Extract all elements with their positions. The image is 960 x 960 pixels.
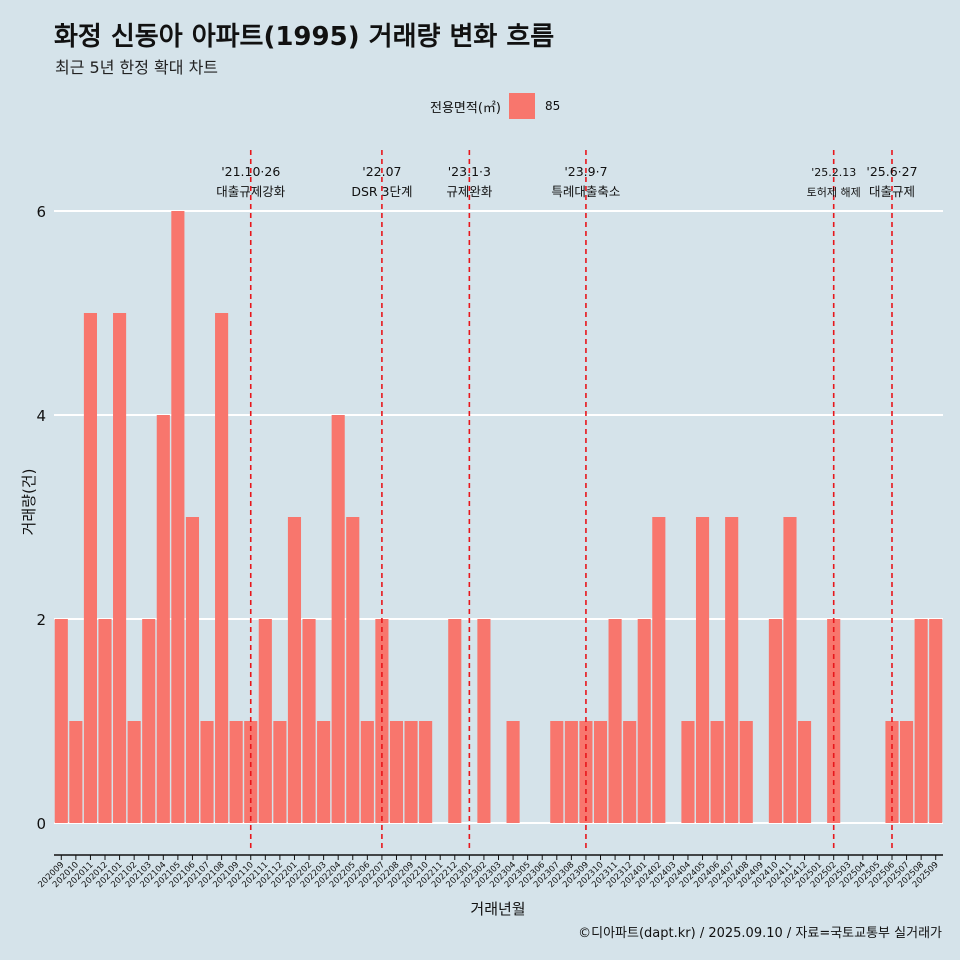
bar-202202 [302, 619, 316, 823]
x-axis-label: 거래년월 [470, 900, 525, 918]
bar-202203 [317, 721, 331, 823]
annotation-label: 대출규제 [869, 184, 915, 199]
bar-202401 [637, 619, 651, 823]
bar-202107 [200, 721, 214, 823]
legend: 전용면적(㎡) 85 [430, 93, 560, 119]
bar-202112 [273, 721, 287, 823]
bar-202104 [156, 415, 170, 823]
chart-title: 화정 신동아 아파트(1995) 거래량 변화 흐름 [54, 22, 555, 52]
bar-202404 [681, 721, 695, 823]
bar-202412 [797, 721, 812, 823]
bar-202509 [929, 619, 943, 823]
annotation-date: '22.07 [362, 164, 401, 179]
annotation-date: '23.9·7 [564, 164, 607, 179]
bar-202208 [389, 721, 404, 823]
legend-title: 전용면적(㎡) [430, 100, 501, 116]
bar-202311 [608, 619, 622, 823]
bar-202410 [768, 619, 782, 823]
bar-202011 [83, 313, 97, 823]
bar-202102 [127, 721, 141, 823]
bar-202411 [783, 517, 797, 823]
y-tick-label: 6 [36, 203, 46, 221]
bar-202408 [739, 721, 753, 823]
annotation-date: '25.2.13 [811, 166, 856, 179]
y-axis-label: 거래량(건) [20, 469, 38, 536]
annotation-date: '25.6·27 [866, 164, 917, 179]
chart-subtitle: 최근 5년 한정 확대 차트 [55, 58, 219, 77]
bar-202210 [419, 721, 433, 823]
bar-202101 [113, 313, 127, 823]
legend-key-85 [508, 93, 535, 119]
bar-202406 [710, 721, 724, 823]
bar-202009 [54, 619, 68, 823]
credit-text: ©디아파트(dapt.kr) / 2025.09.10 / 자료=국토교통부 실… [578, 926, 942, 941]
bar-202111 [258, 619, 272, 823]
bar-202312 [623, 721, 637, 823]
bar-202405 [695, 517, 710, 823]
y-tick-label: 4 [36, 407, 46, 425]
annotation-date: '21.10·26 [221, 164, 280, 179]
bar-202508 [914, 619, 928, 823]
bar-202105 [171, 211, 185, 823]
bar-202407 [725, 517, 739, 823]
bar-202103 [142, 619, 156, 823]
bar-202106 [185, 517, 200, 823]
bar-202201 [287, 517, 302, 823]
annotation-label: 토허제 해제 [807, 185, 861, 199]
bar-202206 [360, 721, 374, 823]
bar-202212 [448, 619, 462, 823]
bar-202402 [652, 517, 666, 823]
annotation-date: '23.1·3 [448, 164, 491, 179]
bar-202507 [900, 721, 914, 823]
bar-202304 [506, 721, 520, 823]
bar-202209 [404, 721, 418, 823]
bar-202012 [98, 619, 112, 823]
bar-202308 [564, 721, 578, 823]
y-tick-label: 0 [36, 815, 46, 833]
bar-202302 [477, 619, 491, 823]
bar-202310 [593, 721, 608, 823]
annotation-label: 규제완화 [446, 184, 493, 199]
bar-202307 [550, 721, 564, 823]
bar-202204 [331, 415, 345, 823]
y-tick-label: 2 [36, 611, 46, 629]
bar-202205 [346, 517, 360, 823]
bar-202108 [215, 313, 229, 823]
bar-202109 [229, 721, 243, 823]
legend-label-85: 85 [544, 99, 561, 113]
annotation-label: DSR 3단계 [351, 184, 412, 199]
bar-202010 [69, 721, 83, 823]
annotation-label: 대출규제강화 [216, 184, 286, 199]
annotation-label: 특례대출축소 [551, 184, 620, 199]
